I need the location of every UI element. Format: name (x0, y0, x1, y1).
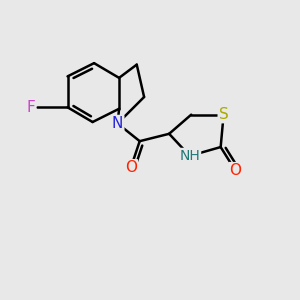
Text: NH: NH (179, 149, 200, 163)
Text: O: O (125, 160, 137, 175)
Text: O: O (230, 163, 242, 178)
Text: S: S (219, 107, 229, 122)
Text: F: F (26, 100, 35, 115)
Text: N: N (112, 116, 123, 131)
